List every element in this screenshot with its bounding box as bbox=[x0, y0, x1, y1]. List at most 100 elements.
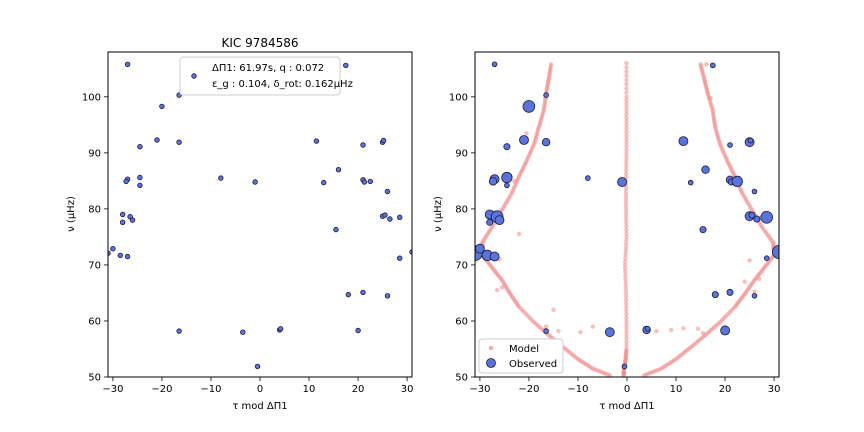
model-point bbox=[499, 285, 505, 290]
model-point bbox=[695, 326, 701, 331]
observed-point bbox=[176, 328, 182, 334]
observed-point bbox=[123, 178, 129, 185]
chart-title: KIC 9784586 bbox=[221, 36, 298, 50]
model-point bbox=[624, 150, 629, 156]
model-point bbox=[624, 238, 629, 243]
observed-point bbox=[747, 137, 754, 144]
observed-point bbox=[240, 329, 246, 335]
observed-point bbox=[621, 363, 628, 370]
right-legend: Model Observed bbox=[478, 338, 564, 374]
model-point bbox=[516, 231, 522, 237]
observed-point bbox=[110, 245, 116, 252]
observed-point bbox=[119, 219, 126, 225]
model-point bbox=[623, 290, 629, 296]
model-point bbox=[624, 329, 629, 334]
model-point bbox=[681, 326, 686, 331]
observed-point bbox=[720, 325, 730, 336]
model-point bbox=[623, 276, 628, 282]
model-point bbox=[624, 231, 629, 236]
observed-point bbox=[543, 328, 549, 334]
observed-point bbox=[644, 325, 651, 332]
observed-point bbox=[137, 143, 143, 150]
observed-point bbox=[504, 182, 510, 189]
model-point bbox=[623, 273, 628, 278]
model-point bbox=[624, 157, 629, 163]
model-point bbox=[624, 69, 629, 74]
observed-point bbox=[699, 226, 707, 234]
observed-point bbox=[252, 179, 258, 185]
right-plot-area bbox=[475, 61, 779, 377]
model-point bbox=[623, 269, 628, 275]
observed-point bbox=[382, 212, 388, 218]
legend-label-model: Model bbox=[509, 344, 539, 355]
model-point bbox=[624, 77, 629, 83]
observed-point bbox=[137, 174, 143, 181]
model-point bbox=[624, 65, 629, 70]
x-tick-label: 0 bbox=[624, 384, 630, 395]
model-point bbox=[623, 266, 628, 271]
observed-point bbox=[277, 326, 284, 332]
model-point bbox=[757, 276, 762, 282]
observed-point bbox=[129, 217, 136, 223]
observed-point bbox=[124, 61, 131, 68]
model-point bbox=[624, 308, 629, 313]
y-tick-label: 60 bbox=[455, 316, 468, 327]
observed-point bbox=[409, 249, 412, 255]
observed-point bbox=[617, 177, 627, 187]
observed-point bbox=[748, 211, 756, 219]
legend-label-observed: Observed bbox=[509, 359, 557, 370]
x-tick-label: −10 bbox=[567, 384, 588, 395]
model-point bbox=[494, 287, 500, 293]
model-point bbox=[623, 255, 628, 261]
observed-point bbox=[772, 245, 779, 259]
x-tick-label: −10 bbox=[200, 384, 221, 395]
model-point bbox=[551, 307, 556, 312]
model-point bbox=[624, 147, 629, 152]
model-point bbox=[747, 258, 752, 263]
model-point bbox=[623, 280, 628, 285]
model-point bbox=[590, 324, 595, 329]
observed-point bbox=[763, 255, 770, 262]
observed-point bbox=[701, 165, 710, 174]
x-tick-label: −20 bbox=[151, 384, 172, 395]
model-point bbox=[624, 94, 629, 100]
observed-point bbox=[727, 142, 733, 148]
model-point bbox=[624, 346, 629, 352]
model-point bbox=[742, 279, 747, 284]
y-tick-label: 90 bbox=[88, 148, 101, 159]
model-point bbox=[624, 105, 629, 110]
model-point bbox=[524, 131, 529, 136]
model-point bbox=[624, 129, 629, 134]
observed-point bbox=[494, 215, 505, 226]
observed-point bbox=[731, 175, 743, 187]
observed-point bbox=[254, 363, 261, 370]
observed-point bbox=[489, 251, 500, 262]
observed-point bbox=[491, 61, 498, 68]
model-point bbox=[624, 122, 629, 128]
model-point bbox=[623, 189, 629, 194]
model-point bbox=[623, 203, 629, 208]
model-point bbox=[624, 343, 629, 348]
annotation-line-2: ε_g : 0.104, δ_rot: 0.162μHz bbox=[212, 79, 353, 90]
y-tick-label: 80 bbox=[88, 204, 101, 215]
left-x-axis-label: τ mod ΔΠ1 bbox=[232, 401, 287, 412]
model-point bbox=[624, 168, 629, 173]
y-tick-label: 100 bbox=[82, 92, 101, 103]
model-point bbox=[624, 339, 629, 345]
model-point bbox=[624, 126, 629, 131]
model-point bbox=[624, 161, 629, 166]
observed-point bbox=[176, 139, 182, 145]
model-point bbox=[624, 304, 629, 310]
observed-point bbox=[380, 137, 387, 144]
observed-point bbox=[367, 178, 373, 185]
model-point bbox=[623, 241, 629, 247]
model-point bbox=[624, 315, 629, 320]
model-point bbox=[624, 90, 629, 95]
model-point bbox=[623, 206, 629, 212]
model-point bbox=[624, 224, 629, 229]
x-tick-label: −30 bbox=[102, 384, 123, 395]
left-y-axis-label: ν (μHz) bbox=[66, 196, 77, 232]
observed-point bbox=[503, 143, 511, 151]
observed-point bbox=[343, 62, 349, 69]
model-point bbox=[623, 185, 629, 191]
